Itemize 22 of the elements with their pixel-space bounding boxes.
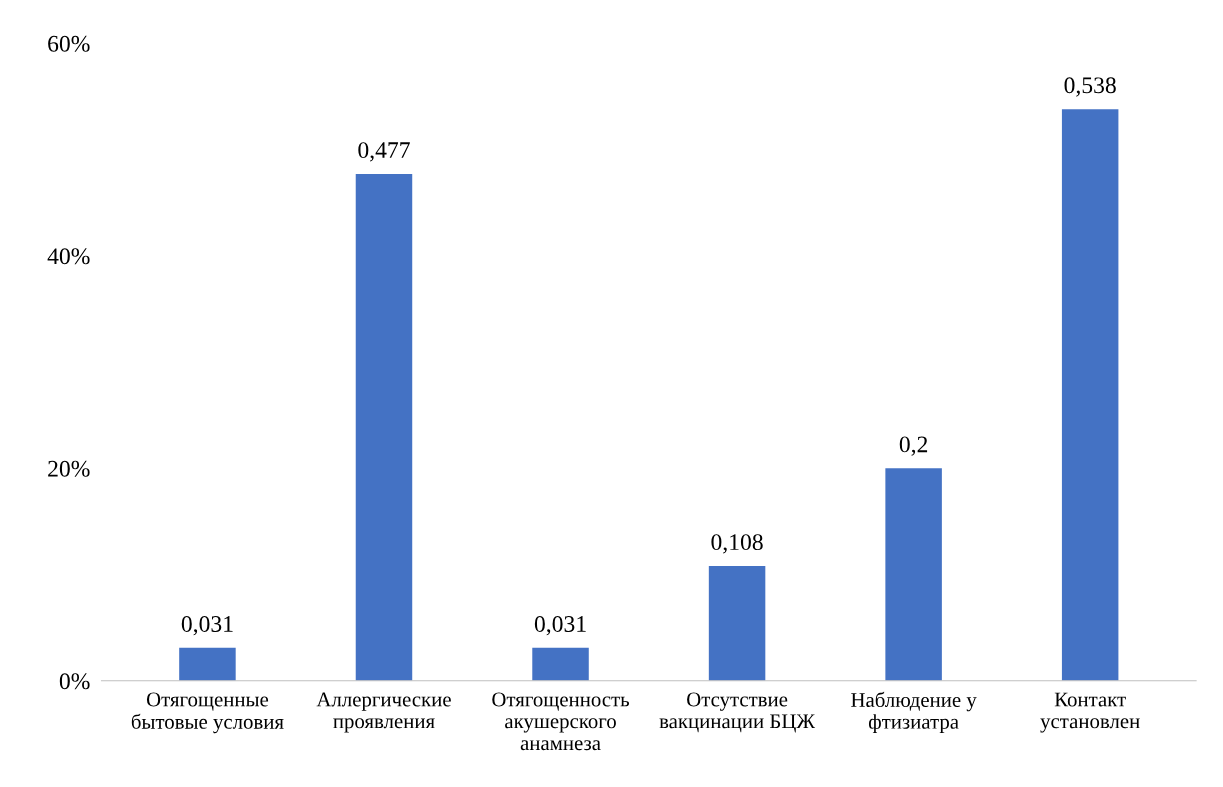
bar (532, 647, 589, 681)
x-tick-label: Отсутствие вакцинации БЦЖ (659, 692, 816, 733)
x-tick-label: Контакт установлен (1040, 692, 1140, 733)
x-tick-label: Наблюдение у фтизиатра (851, 691, 977, 734)
x-tick-label: Отягощенность акушерского анамнеза (492, 692, 630, 751)
data-label: 0,031 (181, 615, 233, 636)
bar (885, 468, 942, 681)
data-label: 0,477 (358, 142, 410, 162)
data-label: 0,2 (899, 436, 928, 456)
data-label: 0,108 (711, 534, 763, 554)
x-tick-label: Отягощенные бытовые условия (131, 692, 284, 734)
y-tick-label: 0% (59, 673, 90, 690)
data-label: 0,031 (534, 615, 586, 636)
x-tick-label: Аллергические проявления (316, 692, 451, 733)
bar (708, 566, 766, 681)
data-label: 0,538 (1064, 77, 1116, 97)
bar (179, 647, 236, 681)
bar (355, 173, 413, 681)
y-tick-label: 20% (48, 460, 90, 477)
bar (1061, 109, 1119, 681)
y-tick-label: 40% (47, 248, 90, 265)
y-tick-label: 60% (48, 35, 90, 52)
